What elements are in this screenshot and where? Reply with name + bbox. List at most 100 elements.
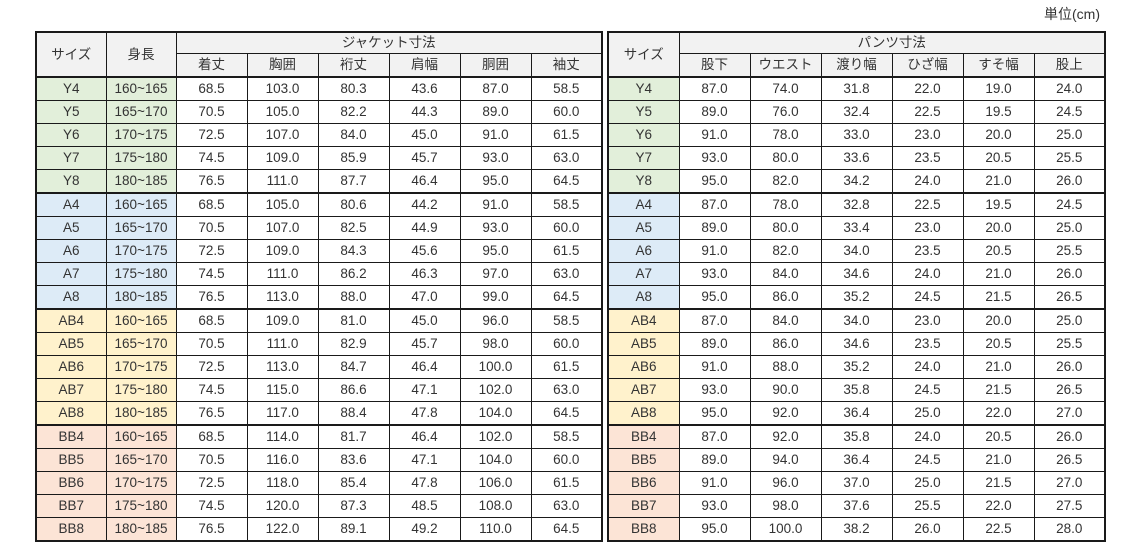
value-cell: 25.0 bbox=[1033, 123, 1106, 147]
size-cell: Y7 bbox=[35, 146, 107, 170]
table-row: Y4 87.0 74.0 31.8 22.0 19.0 24.0 bbox=[607, 76, 1106, 101]
table-row: AB5 165~170 70.5 111.0 82.9 45.7 98.0 60.0 bbox=[35, 332, 603, 356]
value-cell: 91.0 bbox=[459, 123, 532, 147]
value-cell: 82.0 bbox=[749, 239, 822, 263]
value-cell: 47.1 bbox=[388, 378, 461, 402]
table-row: AB8 95.0 92.0 36.4 25.0 22.0 27.0 bbox=[607, 401, 1106, 426]
table-row: A7 93.0 84.0 34.6 24.0 21.0 26.0 bbox=[607, 262, 1106, 286]
value-cell: 22.0 bbox=[891, 76, 964, 101]
value-cell: 91.0 bbox=[678, 239, 751, 263]
value-cell: 86.2 bbox=[317, 262, 390, 286]
size-cell: Y5 bbox=[35, 100, 107, 124]
height-column-header: 身長 bbox=[105, 31, 177, 78]
value-cell: 70.5 bbox=[175, 216, 248, 240]
value-cell: 25.0 bbox=[891, 401, 964, 426]
height-cell: 165~170 bbox=[105, 216, 177, 240]
size-cell: A8 bbox=[35, 285, 107, 310]
value-cell: 93.0 bbox=[459, 216, 532, 240]
value-cell: 33.6 bbox=[820, 146, 893, 170]
value-cell: 25.0 bbox=[891, 471, 964, 495]
value-cell: 21.5 bbox=[962, 471, 1035, 495]
table-row: Y5 165~170 70.5 105.0 82.2 44.3 89.0 60.0 bbox=[35, 100, 603, 124]
value-cell: 88.0 bbox=[317, 285, 390, 310]
value-cell: 84.0 bbox=[317, 123, 390, 147]
value-cell: 70.5 bbox=[175, 448, 248, 472]
value-cell: 61.5 bbox=[530, 471, 603, 495]
value-cell: 60.0 bbox=[530, 216, 603, 240]
value-cell: 24.0 bbox=[891, 424, 964, 449]
table-row: Y7 93.0 80.0 33.6 23.5 20.5 25.5 bbox=[607, 146, 1106, 170]
value-cell: 91.0 bbox=[678, 123, 751, 147]
table-row: BB6 91.0 96.0 37.0 25.0 21.5 27.0 bbox=[607, 471, 1106, 495]
value-cell: 64.5 bbox=[530, 169, 603, 194]
value-cell: 47.1 bbox=[388, 448, 461, 472]
table-row: A5 89.0 80.0 33.4 23.0 20.0 25.0 bbox=[607, 216, 1106, 240]
value-cell: 20.5 bbox=[962, 424, 1035, 449]
value-cell: 23.5 bbox=[891, 146, 964, 170]
value-cell: 31.8 bbox=[820, 76, 893, 101]
value-cell: 89.0 bbox=[678, 100, 751, 124]
value-cell: 22.0 bbox=[962, 494, 1035, 518]
value-cell: 58.5 bbox=[530, 308, 603, 333]
value-cell: 35.2 bbox=[820, 285, 893, 310]
value-cell: 22.5 bbox=[891, 192, 964, 217]
height-cell: 175~180 bbox=[105, 262, 177, 286]
value-cell: 108.0 bbox=[459, 494, 532, 518]
pants-section-header: パンツ寸法 bbox=[678, 31, 1106, 54]
value-cell: 94.0 bbox=[749, 448, 822, 472]
value-cell: 89.0 bbox=[678, 448, 751, 472]
value-cell: 25.5 bbox=[891, 494, 964, 518]
value-cell: 93.0 bbox=[678, 378, 751, 402]
value-cell: 33.4 bbox=[820, 216, 893, 240]
column-header: すそ幅 bbox=[962, 53, 1035, 78]
size-cell: BB7 bbox=[35, 494, 107, 518]
jacket-size-table: サイズ 身長 ジャケット寸法 着丈 胸囲 裄丈 肩幅 胴囲 袖丈 Y4 160~1… bbox=[35, 31, 603, 542]
height-cell: 180~185 bbox=[105, 169, 177, 194]
value-cell: 19.5 bbox=[962, 100, 1035, 124]
value-cell: 21.0 bbox=[962, 169, 1035, 194]
value-cell: 24.5 bbox=[1033, 192, 1106, 217]
value-cell: 99.0 bbox=[459, 285, 532, 310]
value-cell: 96.0 bbox=[749, 471, 822, 495]
value-cell: 74.5 bbox=[175, 378, 248, 402]
value-cell: 90.0 bbox=[749, 378, 822, 402]
value-cell: 26.0 bbox=[1033, 169, 1106, 194]
value-cell: 23.0 bbox=[891, 308, 964, 333]
value-cell: 85.4 bbox=[317, 471, 390, 495]
value-cell: 89.0 bbox=[678, 216, 751, 240]
value-cell: 83.6 bbox=[317, 448, 390, 472]
value-cell: 23.5 bbox=[891, 239, 964, 263]
size-cell: A7 bbox=[607, 262, 680, 286]
value-cell: 60.0 bbox=[530, 448, 603, 472]
value-cell: 45.0 bbox=[388, 308, 461, 333]
value-cell: 22.5 bbox=[891, 100, 964, 124]
value-cell: 23.5 bbox=[891, 332, 964, 356]
size-cell: AB5 bbox=[607, 332, 680, 356]
size-cell: Y8 bbox=[607, 169, 680, 194]
size-cell: AB7 bbox=[607, 378, 680, 402]
value-cell: 61.5 bbox=[530, 239, 603, 263]
value-cell: 21.5 bbox=[962, 378, 1035, 402]
value-cell: 87.0 bbox=[678, 424, 751, 449]
value-cell: 82.2 bbox=[317, 100, 390, 124]
value-cell: 60.0 bbox=[530, 332, 603, 356]
value-cell: 19.0 bbox=[962, 76, 1035, 101]
table-row: BB8 180~185 76.5 122.0 89.1 49.2 110.0 64.5 bbox=[35, 517, 603, 542]
value-cell: 72.5 bbox=[175, 471, 248, 495]
jacket-table-body: Y4 160~165 68.5 103.0 80.3 43.6 87.0 58.5 Y5 165~… bbox=[35, 76, 603, 542]
value-cell: 111.0 bbox=[246, 169, 319, 194]
value-cell: 24.0 bbox=[891, 169, 964, 194]
value-cell: 86.0 bbox=[749, 332, 822, 356]
value-cell: 45.0 bbox=[388, 123, 461, 147]
height-cell: 165~170 bbox=[105, 448, 177, 472]
value-cell: 19.5 bbox=[962, 192, 1035, 217]
value-cell: 24.5 bbox=[891, 285, 964, 310]
value-cell: 28.0 bbox=[1033, 517, 1106, 542]
value-cell: 63.0 bbox=[530, 378, 603, 402]
size-cell: BB8 bbox=[35, 517, 107, 542]
size-cell: AB8 bbox=[607, 401, 680, 426]
size-cell: BB8 bbox=[607, 517, 680, 542]
value-cell: 35.8 bbox=[820, 424, 893, 449]
value-cell: 103.0 bbox=[246, 76, 319, 101]
value-cell: 68.5 bbox=[175, 192, 248, 217]
